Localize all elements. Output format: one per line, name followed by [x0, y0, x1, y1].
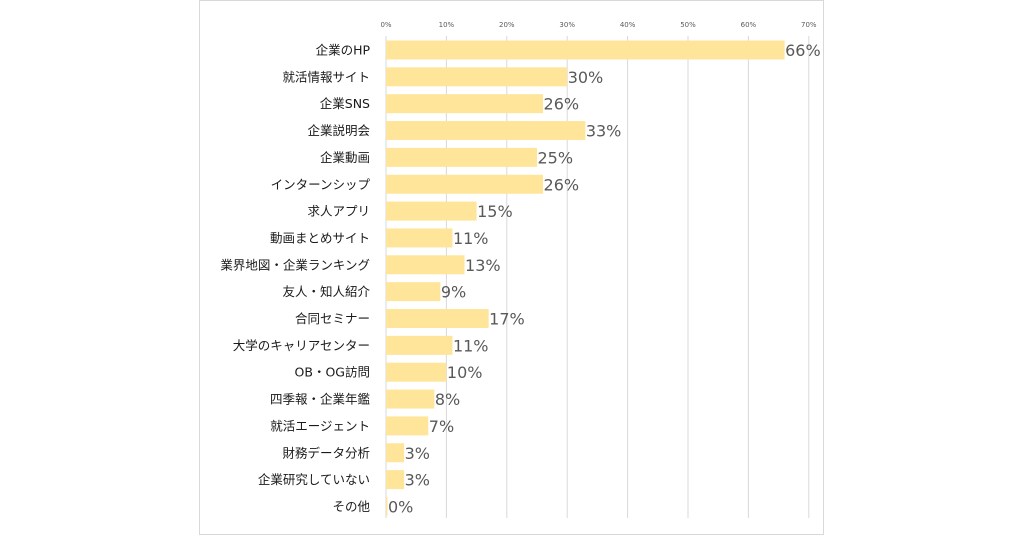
- x-tick-label: 40%: [620, 21, 636, 29]
- bar: [386, 335, 453, 355]
- data-label: 33%: [586, 122, 622, 141]
- data-label: 7%: [429, 417, 454, 436]
- data-label: 3%: [405, 471, 430, 490]
- data-label: 30%: [568, 68, 604, 87]
- data-label: 11%: [453, 336, 489, 355]
- bar: [386, 362, 447, 382]
- bar: [386, 228, 453, 248]
- category-label: 就活情報サイト: [282, 69, 370, 84]
- category-label: 大学のキャリアセンター: [233, 338, 370, 353]
- data-label: 3%: [405, 444, 430, 463]
- category-label: 合同セミナー: [295, 311, 370, 326]
- x-tick-label: 20%: [499, 21, 515, 29]
- x-tick-labels: 0% 10% 20% 30% 40% 50% 60% 70%: [380, 21, 816, 29]
- data-label: 26%: [544, 95, 580, 114]
- category-label: 企業のHP: [316, 43, 371, 58]
- data-label: 11%: [453, 229, 489, 248]
- category-label: 企業動画: [320, 150, 370, 165]
- x-tick-label: 60%: [741, 21, 757, 29]
- data-label: 66%: [785, 41, 821, 60]
- category-label: インターンシップ: [271, 177, 371, 192]
- category-label: その他: [332, 499, 370, 514]
- bar: [386, 94, 544, 114]
- category-label: 動画まとめサイト: [270, 230, 370, 245]
- data-label: 0%: [388, 497, 413, 516]
- bar: [386, 416, 429, 436]
- bar: [386, 282, 441, 302]
- category-label: 業界地図・企業ランキング: [220, 257, 370, 272]
- data-label: 13%: [465, 256, 501, 275]
- bar: [386, 309, 489, 328]
- category-label: OB・OG訪問: [295, 365, 370, 380]
- bar: [386, 255, 465, 275]
- data-label: 9%: [441, 283, 466, 302]
- bar: [386, 443, 405, 463]
- bar: [386, 121, 586, 141]
- bar: [386, 389, 435, 409]
- category-label: 企業説明会: [307, 123, 370, 138]
- data-label: 26%: [544, 175, 580, 194]
- data-label: 17%: [489, 310, 525, 329]
- category-label: 友人・知人紹介: [282, 284, 370, 299]
- data-label: 15%: [477, 202, 513, 221]
- x-tick-label: 0%: [380, 21, 391, 29]
- x-tick-label: 30%: [559, 21, 575, 29]
- category-label: 求人アプリ: [307, 204, 370, 219]
- bar: [386, 201, 477, 221]
- x-tick-label: 70%: [801, 21, 817, 29]
- chart-frame: [199, 0, 824, 535]
- category-label: 四季報・企業年鑑: [270, 392, 371, 407]
- data-label: 8%: [435, 390, 460, 409]
- bars: [386, 40, 785, 516]
- bar: [386, 147, 537, 167]
- bar: [386, 174, 544, 194]
- category-label: 企業研究していない: [258, 472, 370, 487]
- bar: [386, 496, 388, 516]
- data-label: 25%: [538, 148, 574, 167]
- category-label: 就活エージェント: [270, 418, 370, 433]
- data-label: 10%: [447, 363, 483, 382]
- gridlines: [385, 36, 810, 518]
- x-tick-label: 50%: [680, 21, 696, 29]
- category-label: 企業SNS: [320, 96, 370, 111]
- bar: [386, 67, 568, 87]
- x-tick-label: 10%: [439, 21, 455, 29]
- bar: [386, 40, 785, 60]
- category-label: 財務データ分析: [282, 445, 370, 460]
- bar: [386, 470, 405, 490]
- data-labels: 66%30%26%33%25%26%15%11%13%9%17%11%10%8%…: [388, 41, 821, 516]
